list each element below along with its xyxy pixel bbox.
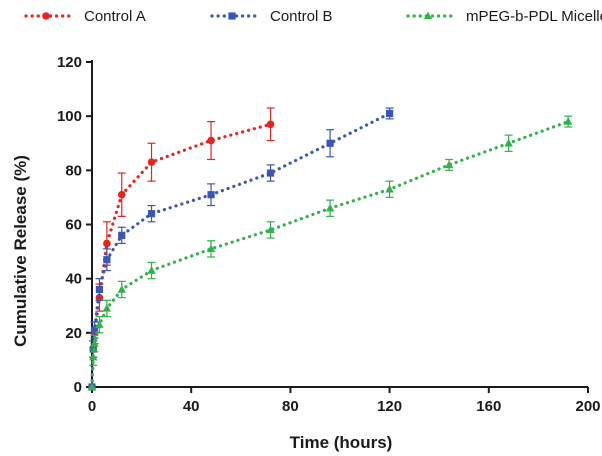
data-point — [266, 120, 275, 129]
series-line — [90, 122, 273, 389]
data-point — [504, 138, 513, 147]
x-tick-label: 0 — [88, 398, 96, 415]
data-point — [147, 266, 156, 274]
data-point — [266, 225, 275, 234]
y-tick-label: 20 — [65, 325, 82, 342]
legend-label: mPEG-b-PDL Micelles — [466, 8, 602, 25]
data-point — [207, 191, 215, 199]
x-tick-label: 160 — [476, 398, 501, 415]
data-point — [386, 109, 394, 118]
y-tick-label: 0 — [74, 379, 82, 396]
data-point — [89, 352, 98, 361]
legend-marker — [42, 12, 50, 20]
data-point — [117, 285, 126, 293]
x-tick-label: 40 — [183, 398, 200, 415]
data-point — [147, 158, 156, 167]
data-point — [206, 244, 216, 253]
legend-item: mPEG-b-PDL Micelles — [406, 8, 602, 25]
legend-marker — [228, 12, 236, 20]
y-axis-title: Cumulative Release (%) — [11, 155, 30, 347]
data-point — [563, 117, 573, 125]
y-tick-label: 100 — [57, 108, 82, 125]
legend-label: Control B — [270, 8, 333, 25]
legend-item: Control A — [24, 8, 146, 25]
series-1 — [88, 107, 394, 391]
data-point — [444, 160, 454, 169]
data-point — [147, 210, 156, 218]
data-point — [103, 239, 111, 248]
data-point — [266, 169, 275, 177]
data-point — [117, 190, 126, 199]
y-tick-label: 60 — [65, 217, 82, 234]
data-point — [103, 256, 111, 264]
series-layer — [87, 107, 573, 391]
legend-marker — [423, 11, 433, 20]
series-line — [90, 119, 570, 389]
data-point — [207, 136, 215, 145]
x-axis-title: Time (hours) — [290, 433, 393, 452]
x-tick-label: 200 — [575, 398, 600, 415]
axes: 0 20 40 60 80 100 120 0 40 80 120 160 200 — [57, 54, 601, 415]
data-point — [118, 231, 126, 239]
y-tick-label: 120 — [57, 54, 82, 71]
data-point — [102, 304, 112, 312]
y-tick-label: 80 — [65, 162, 82, 179]
data-point — [95, 320, 104, 328]
data-point — [325, 203, 335, 212]
series-0 — [88, 107, 275, 391]
series-line — [90, 111, 392, 389]
y-tick-label: 40 — [65, 271, 82, 288]
data-point — [90, 326, 99, 334]
series-2 — [87, 115, 573, 391]
legend-label: Control A — [84, 8, 146, 25]
data-point — [385, 184, 394, 193]
x-tick-label: 80 — [282, 398, 299, 415]
legend-item: Control B — [210, 8, 333, 25]
data-point — [90, 339, 99, 347]
data-point — [326, 139, 334, 147]
data-point — [87, 382, 97, 391]
data-point — [95, 285, 104, 294]
x-tick-label: 120 — [377, 398, 402, 415]
legend: Control A Control B mPEG-b-PDL Micelles — [24, 8, 602, 25]
